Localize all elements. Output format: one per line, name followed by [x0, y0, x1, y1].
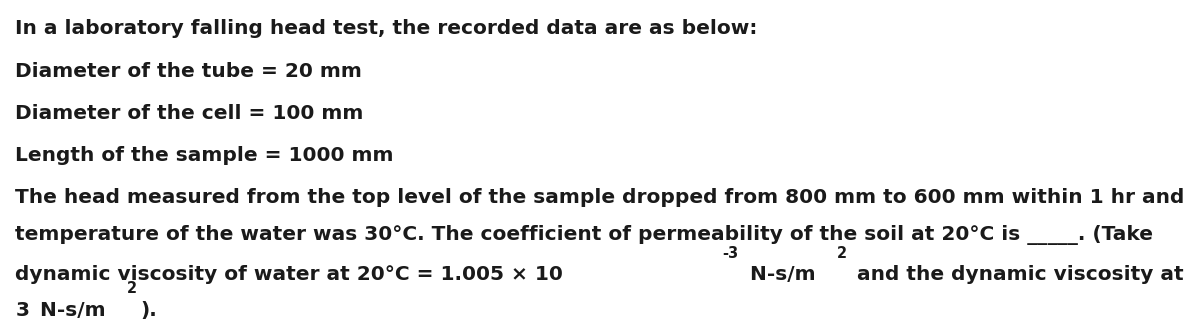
Text: -3: -3 [723, 246, 738, 260]
Text: and the dynamic viscosity at 30°C = 0.801 × 10: and the dynamic viscosity at 30°C = 0.80… [850, 265, 1187, 284]
Text: In a laboratory falling head test, the recorded data are as below:: In a laboratory falling head test, the r… [15, 19, 757, 38]
Text: 3: 3 [15, 300, 30, 319]
Text: Diameter of the cell = 100 mm: Diameter of the cell = 100 mm [15, 104, 363, 123]
Text: 2: 2 [127, 281, 138, 296]
Text: dynamic viscosity of water at 20°C = 1.005 × 10: dynamic viscosity of water at 20°C = 1.0… [15, 265, 564, 284]
Text: N-s/m: N-s/m [33, 300, 106, 319]
Text: N-s/m: N-s/m [743, 265, 815, 284]
Text: The head measured from the top level of the sample dropped from 800 mm to 600 mm: The head measured from the top level of … [15, 188, 1187, 207]
Text: ).: ). [140, 300, 157, 319]
Text: 2: 2 [837, 246, 846, 260]
Text: temperature of the water was 30°C. The coefficient of permeability of the soil a: temperature of the water was 30°C. The c… [15, 225, 1154, 245]
Text: Diameter of the tube = 20 mm: Diameter of the tube = 20 mm [15, 62, 362, 81]
Text: Length of the sample = 1000 mm: Length of the sample = 1000 mm [15, 146, 394, 165]
